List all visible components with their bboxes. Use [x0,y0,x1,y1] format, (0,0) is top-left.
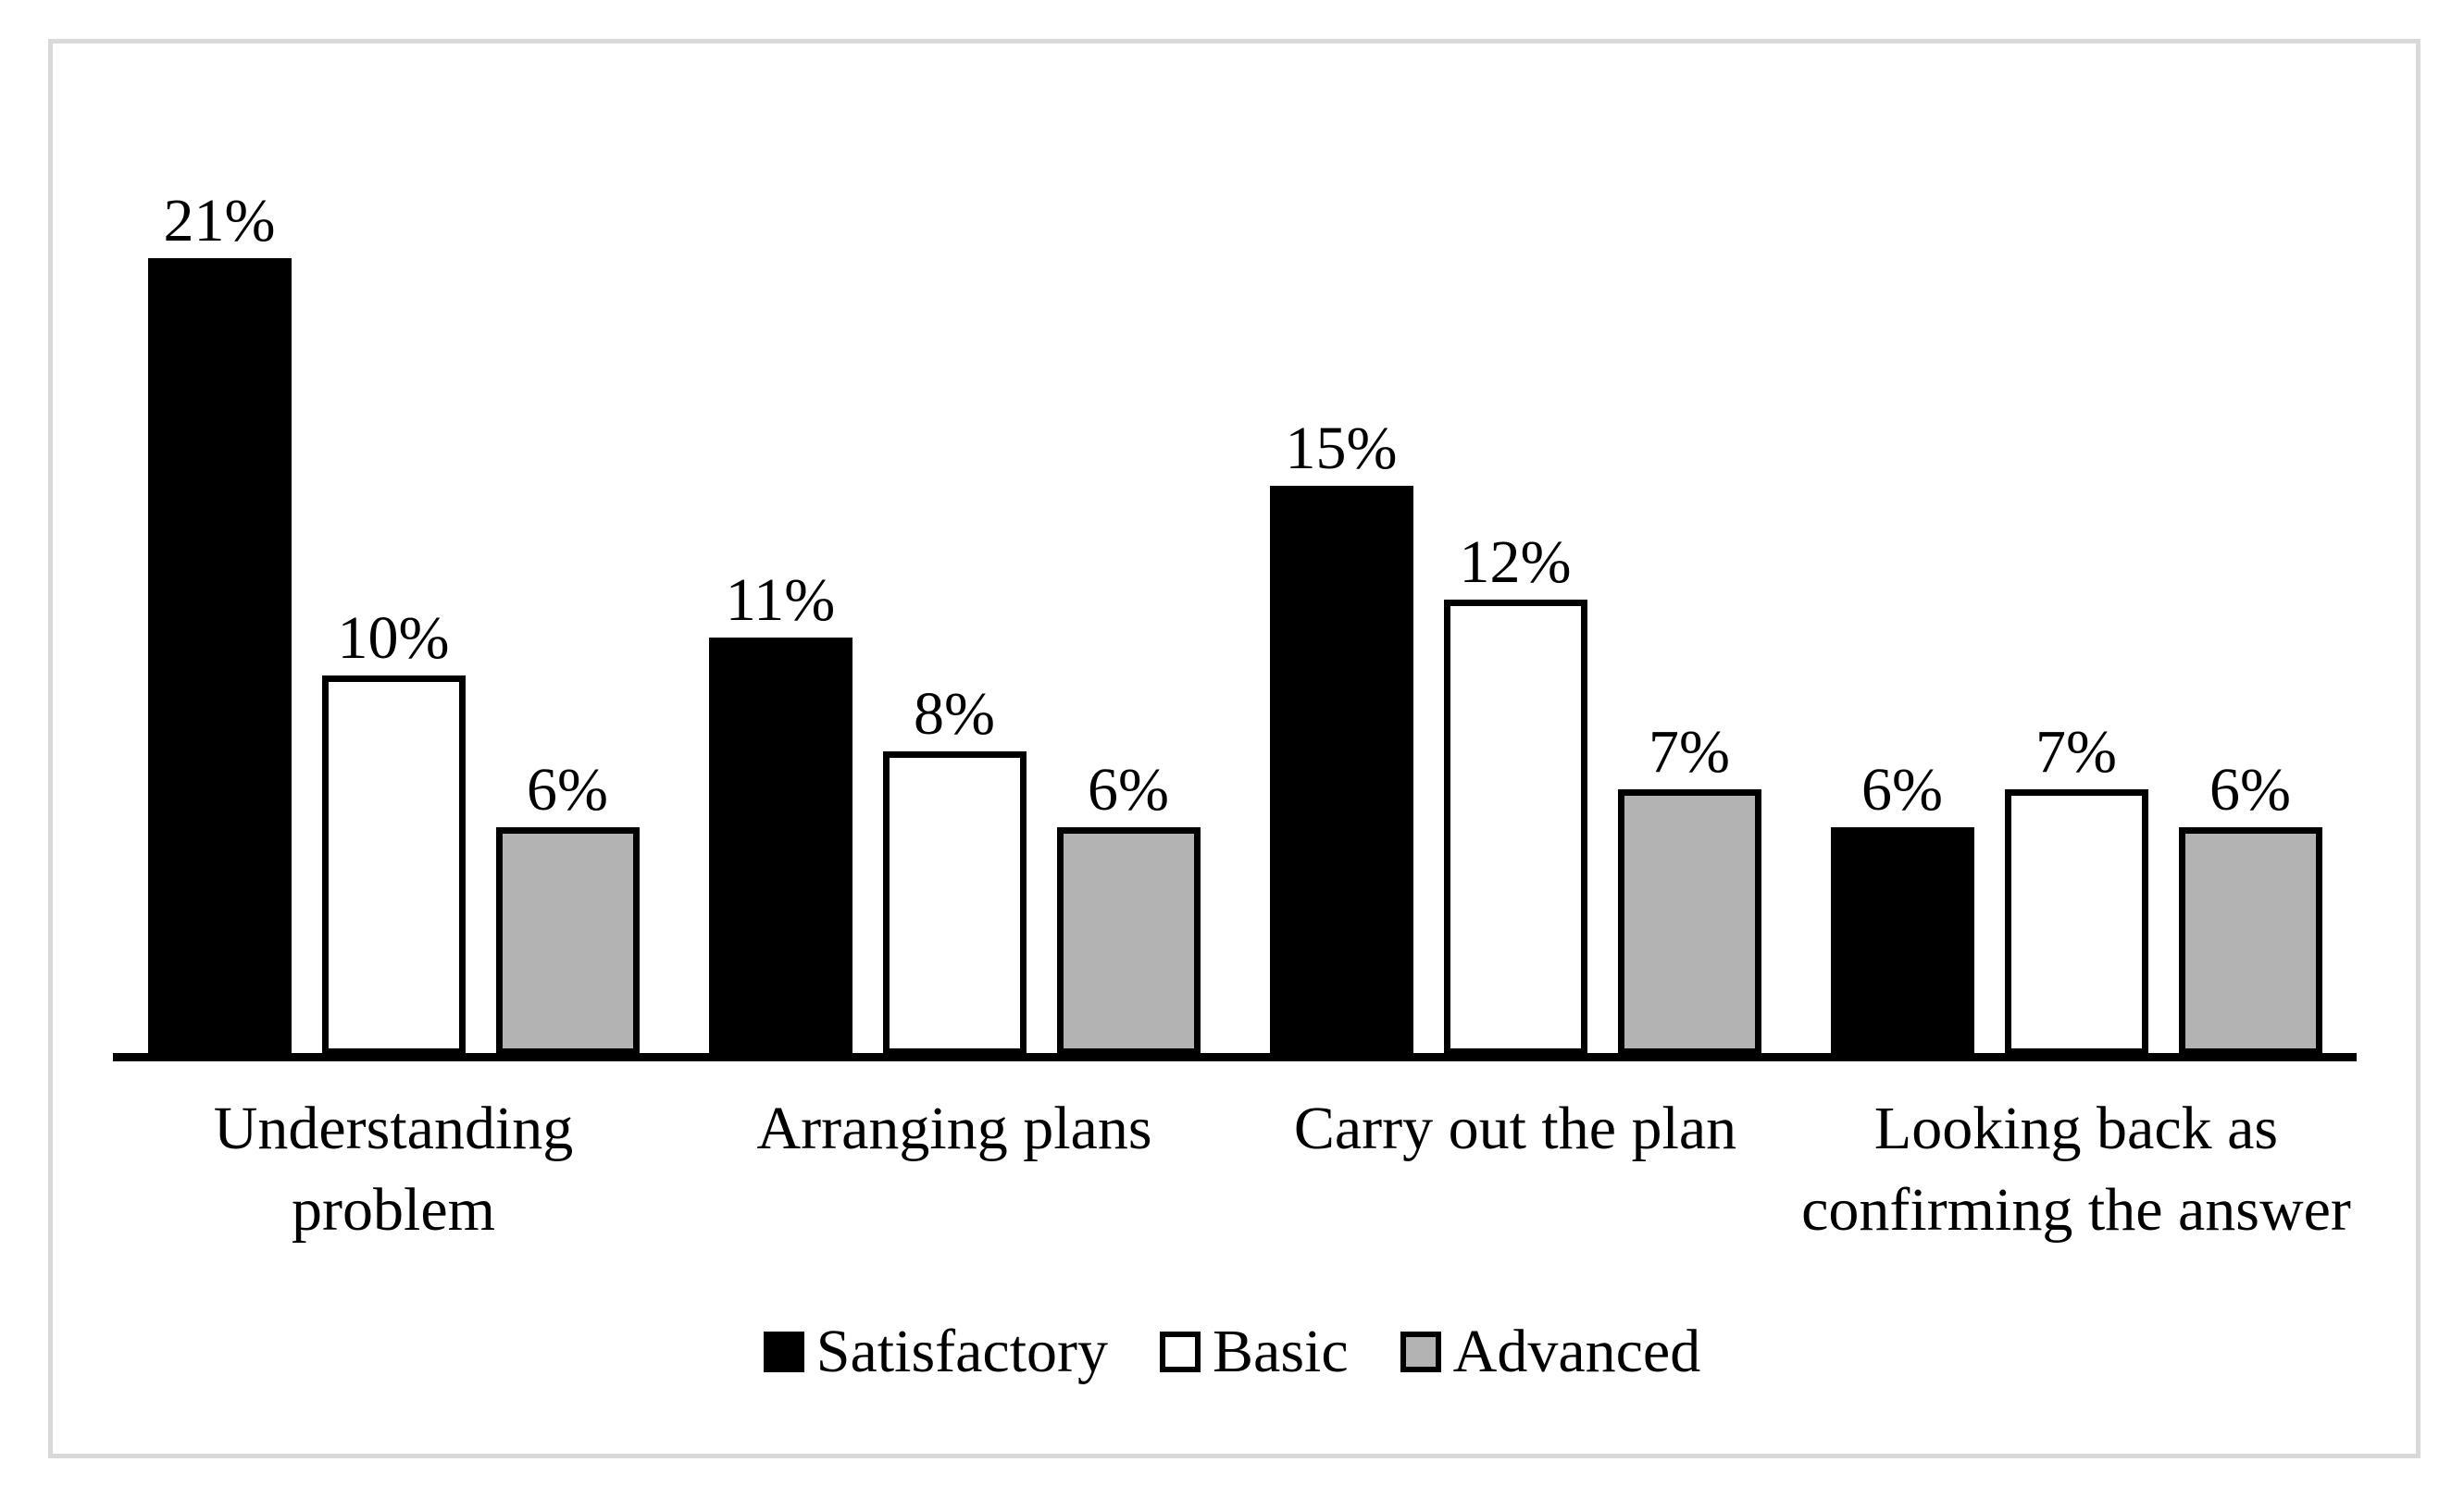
bar-group-1: 21% 10% 6% [147,191,640,1055]
value-label: 15% [1285,415,1398,482]
category-label-1: Understanding problem [97,1088,690,1251]
bar-group-4: 6% 7% 6% [1830,722,2322,1055]
x-axis-line [113,1053,2357,1061]
value-label: 7% [1649,718,1730,786]
bar-advanced-2: 6% [1056,760,1201,1055]
legend-item-basic: Basic [1160,1321,1349,1382]
bar-advanced-3: 7% [1617,722,1761,1055]
legend-item-advanced: Advanced [1400,1318,1701,1385]
bar-satisfactory-4: 6% [1830,760,1974,1055]
legend-label: Satisfactory [815,1318,1109,1385]
bar-advanced-1: 6% [495,760,640,1055]
value-label: 8% [914,680,995,748]
value-label: 10% [337,604,450,672]
category-label-4: Looking back as confirming the answer [1780,1088,2372,1251]
bar-basic-4: 7% [2004,722,2148,1055]
category-label-line: Carry out the plan [1293,1095,1737,1162]
legend-label: Advanced [1452,1318,1701,1385]
category-label-line: Arranging plans [756,1095,1152,1162]
legend-swatch-icon [1400,1332,1441,1372]
value-label: 6% [1861,756,1943,824]
bar-advanced-4: 6% [2178,760,2322,1055]
value-label: 11% [725,566,836,634]
category-label-3: Carry out the plan [1219,1088,1811,1170]
bar-group-2: 11% 8% 6% [708,570,1201,1055]
legend-label: Basic [1213,1318,1349,1385]
legend-swatch-icon [763,1332,804,1372]
value-label: 21% [163,187,276,254]
bar-group-3: 15% 12% 7% [1269,418,1761,1055]
category-label-line: confirming the answer [1801,1176,2351,1244]
bar-basic-3: 12% [1443,532,1587,1055]
bar-basic-2: 8% [882,684,1027,1055]
bar-satisfactory-2: 11% [708,570,852,1055]
legend: Satisfactory Basic Advanced [0,1321,2464,1382]
category-label-line: Understanding [213,1095,574,1162]
legend-swatch-icon [1160,1332,1201,1372]
value-label: 12% [1459,528,1572,596]
bar-satisfactory-3: 15% [1269,418,1413,1055]
legend-item-satisfactory: Satisfactory [763,1318,1109,1385]
category-label-2: Arranging plans [658,1088,1251,1170]
bar-satisfactory-1: 21% [147,191,292,1055]
value-label: 7% [2035,718,2117,786]
category-label-line: problem [292,1176,495,1244]
value-label: 6% [2209,756,2291,824]
bar-basic-1: 10% [321,608,466,1055]
value-label: 6% [527,756,608,824]
category-label-line: Looking back as [1873,1095,2279,1162]
value-label: 6% [1088,756,1169,824]
